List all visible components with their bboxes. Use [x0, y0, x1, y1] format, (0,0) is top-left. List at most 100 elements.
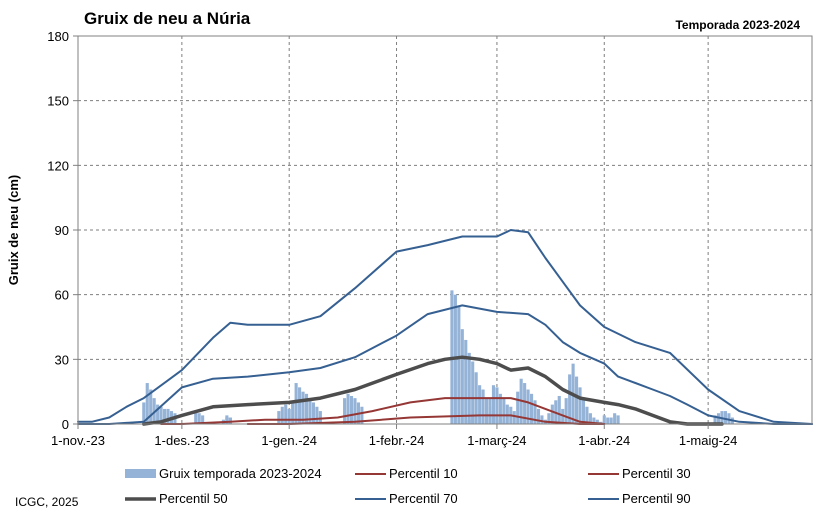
x-tick-label: 1-febr.-24 [369, 433, 425, 448]
percentil-70-line [77, 304, 813, 425]
legend-label: Percentil 70 [389, 491, 458, 506]
snow-depth-bar [301, 391, 305, 424]
snow-depth-bar [346, 393, 350, 424]
snow-depth-bar [478, 385, 482, 424]
snow-depth-bar [294, 383, 298, 424]
percentile-lines [77, 229, 813, 426]
snow-depth-bar [613, 413, 617, 424]
snow-depth-bar [713, 415, 717, 424]
snow-depth-bar [311, 402, 315, 424]
x-tick-label: 1-abr.-24 [578, 433, 630, 448]
snow-depth-bar [457, 305, 461, 424]
x-tick-label: 1-maig-24 [679, 433, 738, 448]
snow-depth-bar [343, 398, 347, 424]
snow-depth-bar [616, 415, 620, 424]
snow-depth-bar [349, 395, 354, 424]
snow-depth-bar [516, 391, 520, 424]
snow-depth-bar [467, 352, 471, 424]
snow-depth-bar [550, 404, 554, 424]
snow-depth-bar [156, 404, 160, 424]
snow-depth-bar [277, 411, 281, 424]
legend-label: Percentil 10 [389, 466, 458, 481]
snow-depth-bar [723, 411, 728, 424]
snow-depth-bar [484, 398, 489, 424]
y-tick-label: 0 [62, 417, 69, 432]
snow-depth-bar [498, 419, 502, 424]
snow-depth-bar [547, 413, 551, 424]
axes: 0 30 60 90 120 150 180 1-nov.-23 1-des.-23 1-gen.… [47, 29, 813, 448]
snow-depth-bar [502, 398, 506, 424]
snow-depth-bar [318, 411, 322, 424]
snow-depth-bar [149, 389, 153, 424]
snow-depth-bar [491, 385, 496, 424]
x-tick-label: 1-des.-23 [154, 433, 209, 448]
grid-lines [78, 36, 812, 424]
snow-depth-bar [585, 406, 589, 424]
y-axis-label: Gruix de neu (cm) [6, 175, 21, 286]
snow-depth-bar [523, 383, 527, 424]
snow-depth-bar [315, 406, 319, 424]
snow-depth-bar [602, 415, 606, 424]
snow-depth-bar [304, 393, 309, 424]
snow-depth-bar [526, 389, 530, 424]
snow-depth-bar [512, 411, 516, 424]
snow-depth-bar [533, 400, 537, 424]
snow-depth-bar [291, 402, 295, 424]
y-tick-label: 30 [55, 352, 69, 367]
snow-depth-bar [606, 417, 610, 424]
snow-depth-bar [578, 387, 582, 424]
legend-label: Percentil 50 [159, 491, 228, 506]
legend: Gruix temporada 2023-2024 Percentil 10 Per… [125, 466, 691, 506]
snow-depth-bar [581, 398, 586, 424]
legend-label: Gruix temporada 2023-2024 [159, 466, 322, 481]
snow-depth-bar [284, 404, 288, 424]
snow-depth-bar [460, 329, 464, 424]
snow-depth-bar [481, 389, 485, 424]
percentil-30-line [160, 397, 606, 425]
snow-depth-bar [498, 393, 502, 424]
snow-depth-bar [564, 398, 568, 424]
legend-swatch-bar [125, 469, 156, 478]
x-tick-label: 1-març-24 [467, 433, 526, 448]
snow-depth-bar [536, 408, 541, 424]
snow-depth-bar [609, 417, 613, 424]
snow-depth-bar [505, 404, 509, 424]
y-tick-label: 120 [47, 158, 69, 173]
snow-depth-bar [540, 415, 544, 424]
chart-subtitle: Temporada 2023-2024 [675, 18, 800, 32]
snow-depth-bar [228, 417, 232, 424]
snow-depth-bar [162, 408, 167, 424]
snow-depth-bar [727, 413, 731, 424]
snow-depth-bar [557, 395, 561, 424]
snow-depth-bar [159, 406, 163, 424]
snow-depth-bar [595, 419, 599, 424]
snow-depth-bar [471, 361, 475, 424]
y-tick-label: 180 [47, 29, 69, 44]
snow-depth-bar [360, 406, 364, 424]
snow-depth-bar [298, 387, 302, 424]
legend-label: Percentil 30 [622, 466, 691, 481]
snow-depth-bar [588, 413, 592, 424]
snow-depth-bar [194, 411, 198, 424]
snow-depth-bar [152, 398, 156, 424]
snow-depth-bar [145, 383, 149, 424]
percentil-90-line [77, 229, 813, 425]
snow-depth-bar [464, 339, 468, 424]
snow-depth-bar [502, 421, 506, 424]
snow-depth-bar [575, 376, 579, 424]
y-tick-label: 150 [47, 94, 69, 109]
snow-depth-bar [225, 415, 229, 424]
snow-depth-bar [716, 413, 721, 424]
percentil-10-line [246, 414, 606, 425]
snow-depth-bar [280, 406, 284, 424]
snow-depth-bar [287, 408, 291, 424]
snow-depth-bar [495, 387, 499, 424]
credit-text: ICGC, 2025 [15, 495, 79, 509]
snow-depth-bar [495, 415, 499, 424]
chart-title: Gruix de neu a Núria [84, 9, 251, 28]
legend-label: Percentil 90 [622, 491, 691, 506]
x-tick-label: 1-gen.-24 [261, 433, 317, 448]
snow-depth-bar [491, 411, 496, 424]
snow-depth-bar [166, 408, 170, 424]
